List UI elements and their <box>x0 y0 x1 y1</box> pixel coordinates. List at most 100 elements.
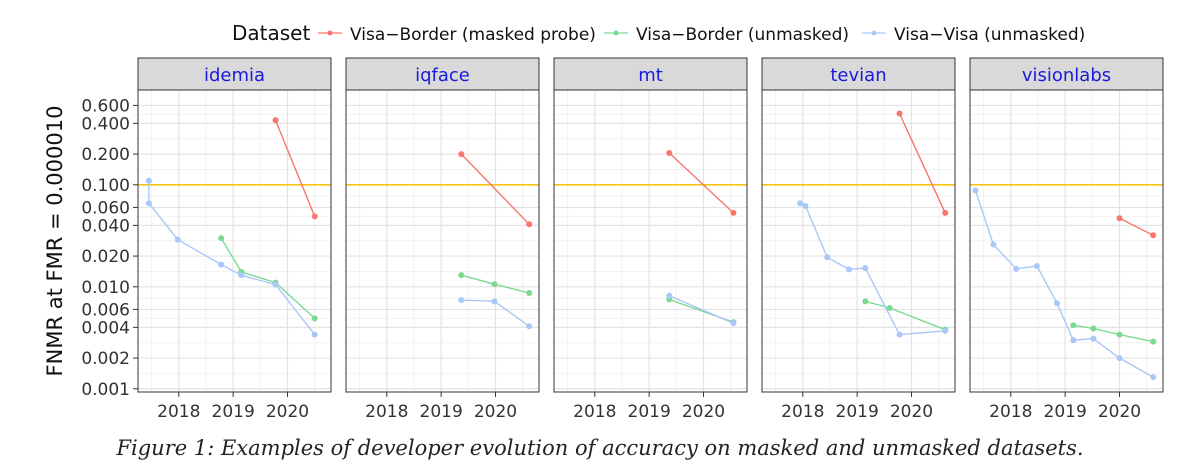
data-point <box>666 292 673 299</box>
data-point <box>845 266 852 273</box>
series-line <box>668 152 734 214</box>
data-point <box>458 297 465 304</box>
data-point <box>942 209 949 216</box>
data-point <box>666 149 673 156</box>
data-point <box>1150 374 1157 381</box>
legend-label: Visa−Border (unmasked) <box>636 25 849 45</box>
y-tick-label: 0.040 <box>81 216 130 236</box>
legend-key-point <box>327 30 333 36</box>
legend-item: Visa−Border (unmasked) <box>604 25 849 45</box>
data-point <box>990 241 997 248</box>
data-point <box>174 236 181 243</box>
data-point <box>1116 331 1123 338</box>
data-point <box>272 281 279 288</box>
data-point <box>1090 335 1097 342</box>
facet-strip <box>137 57 332 91</box>
x-tick-label: 2020 <box>266 402 309 422</box>
panel-border <box>969 89 1164 393</box>
data-point <box>311 331 318 338</box>
data-point <box>886 304 893 311</box>
data-point <box>145 200 152 207</box>
data-point <box>145 177 152 184</box>
series-line <box>669 294 734 324</box>
facet-panel-tevian: tevian 2018 2019 2020 <box>761 57 956 422</box>
facet-panel-visionlabs: visionlabs 2018 2019 2020 <box>969 57 1164 422</box>
data-point <box>311 213 318 220</box>
facet-panel-mt: mt 2018 2019 2020 <box>553 57 748 422</box>
series-line <box>460 153 530 225</box>
x-tick-label: 2019 <box>628 402 671 422</box>
facet-label: visionlabs <box>1022 65 1111 86</box>
panel-border <box>761 89 956 393</box>
data-point <box>896 110 903 117</box>
x-tick-label: 2018 <box>365 402 408 422</box>
data-point <box>1090 325 1097 332</box>
legend-label: Visa−Border (masked probe) <box>350 25 596 45</box>
data-point <box>1053 300 1060 307</box>
data-point <box>972 187 979 194</box>
facet-label: mt <box>638 65 663 86</box>
data-point <box>526 221 533 228</box>
data-point <box>862 264 869 271</box>
y-tick-label: 0.006 <box>81 300 130 320</box>
x-tick-label: 2020 <box>474 402 517 422</box>
data-point <box>730 320 737 327</box>
x-tick-label: 2020 <box>682 402 725 422</box>
facet-label: tevian <box>830 65 886 86</box>
legend-item: Visa−Visa (unmasked) <box>862 25 1085 45</box>
data-point <box>1150 338 1157 345</box>
x-tick-label: 2018 <box>573 402 616 422</box>
y-tick-label: 0.060 <box>81 198 130 218</box>
data-point <box>1013 265 1020 272</box>
x-tick-label: 2019 <box>1044 402 1087 422</box>
legend-key-point <box>871 30 877 36</box>
panel-border <box>137 89 332 393</box>
faceted-line-chart: Dataset Visa−Border (masked probe) Visa−Bo… <box>43 21 1164 422</box>
data-point <box>824 254 831 261</box>
series-line <box>220 237 316 319</box>
y-tick-label: 0.400 <box>81 114 130 134</box>
legend-label: Visa−Visa (unmasked) <box>894 25 1085 45</box>
x-tick-label: 2018 <box>157 402 200 422</box>
data-point <box>802 202 809 209</box>
x-tick-label: 2019 <box>212 402 255 422</box>
panel-border <box>553 89 748 393</box>
x-tick-label: 2019 <box>836 402 879 422</box>
series-line <box>1119 217 1154 236</box>
legend: Dataset Visa−Border (masked probe) Visa−Bo… <box>232 21 1085 45</box>
legend-title: Dataset <box>232 21 310 45</box>
data-point <box>1116 215 1123 222</box>
data-point <box>218 235 225 242</box>
y-tick-label: 0.020 <box>81 247 130 267</box>
data-point <box>942 327 949 334</box>
y-tick-label: 0.002 <box>81 349 130 369</box>
x-tick-label: 2020 <box>890 402 933 422</box>
series-line <box>898 113 946 214</box>
data-point <box>1070 337 1077 344</box>
facet-strip <box>553 57 748 91</box>
data-point <box>1150 232 1157 239</box>
facet-strip <box>969 57 1164 91</box>
facet-panel-idemia: idemia 2018 2019 2020 <box>137 57 332 422</box>
x-tick-label: 2019 <box>420 402 463 422</box>
x-tick-label: 2018 <box>781 402 824 422</box>
facet-label: idemia <box>204 65 265 86</box>
data-point <box>730 209 737 216</box>
facet-label: iqface <box>415 65 470 86</box>
data-point <box>311 315 318 322</box>
y-tick-label: 0.001 <box>81 380 130 400</box>
data-point <box>797 200 804 207</box>
series-line <box>274 119 316 217</box>
data-point <box>272 117 279 124</box>
y-tick-label: 0.010 <box>81 278 130 298</box>
series-line <box>1073 324 1154 343</box>
data-point <box>218 261 225 268</box>
data-point <box>491 298 498 305</box>
y-tick-label: 0.004 <box>81 318 130 338</box>
y-tick-label: 0.100 <box>81 176 130 196</box>
data-point <box>1116 355 1123 362</box>
data-point <box>526 289 533 296</box>
x-tick-label: 2018 <box>989 402 1032 422</box>
data-point <box>862 298 869 305</box>
